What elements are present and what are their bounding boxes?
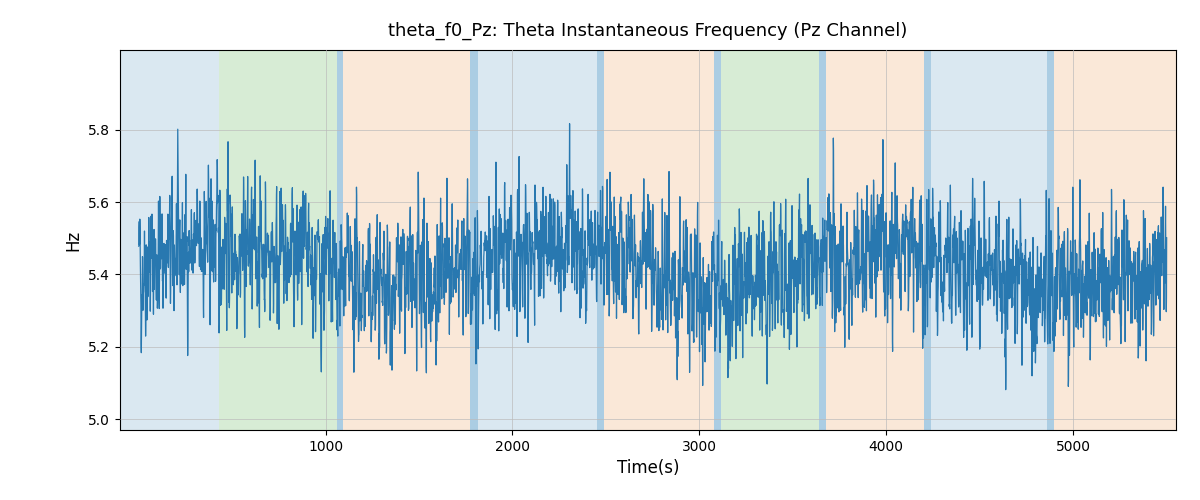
Bar bbox=[714, 50, 721, 430]
Bar bbox=[820, 50, 826, 430]
Bar bbox=[931, 50, 1048, 430]
Bar bbox=[604, 50, 714, 430]
Bar bbox=[1054, 50, 1176, 430]
Bar bbox=[924, 50, 931, 430]
Bar bbox=[1048, 50, 1054, 430]
Title: theta_f0_Pz: Theta Instantaneous Frequency (Pz Channel): theta_f0_Pz: Theta Instantaneous Frequen… bbox=[389, 22, 907, 40]
Bar bbox=[721, 50, 820, 430]
Bar bbox=[596, 50, 604, 430]
Bar bbox=[120, 50, 220, 430]
Bar bbox=[478, 50, 596, 430]
Y-axis label: Hz: Hz bbox=[65, 230, 83, 250]
Bar bbox=[220, 50, 337, 430]
Bar bbox=[337, 50, 343, 430]
Bar bbox=[469, 50, 478, 430]
Bar bbox=[343, 50, 469, 430]
X-axis label: Time(s): Time(s) bbox=[617, 460, 679, 477]
Bar bbox=[826, 50, 924, 430]
